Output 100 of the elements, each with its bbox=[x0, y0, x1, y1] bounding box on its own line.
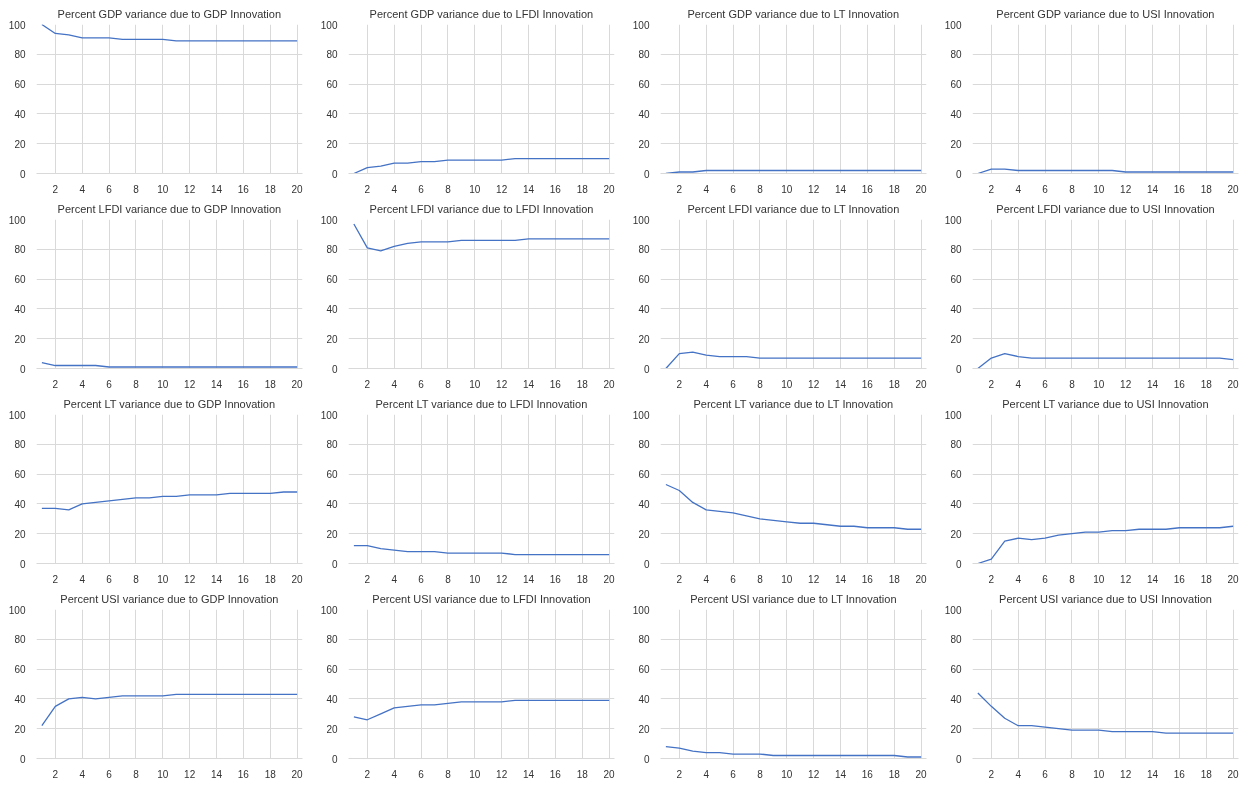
x-tick-label: 8 bbox=[445, 378, 452, 390]
chart-title: Percent GDP variance due to LT Innovation bbox=[687, 7, 900, 20]
x-tick-label: 4 bbox=[1015, 183, 1022, 195]
x-tick-label: 16 bbox=[237, 183, 250, 195]
x-tick-label: 2 bbox=[988, 378, 995, 390]
x-tick-label: 18 bbox=[1200, 573, 1213, 585]
y-tick-label: 40 bbox=[950, 498, 962, 510]
y-tick-label: 80 bbox=[638, 634, 650, 646]
y-tick-label: 60 bbox=[326, 274, 338, 286]
y-tick-label: 100 bbox=[944, 214, 962, 226]
x-tick-label: 2 bbox=[52, 573, 59, 585]
y-tick-label: 100 bbox=[944, 19, 962, 31]
x-tick-label: 12 bbox=[808, 573, 820, 585]
x-tick-label: 6 bbox=[730, 768, 737, 780]
x-tick-label: 20 bbox=[1227, 768, 1240, 780]
x-tick-label: 6 bbox=[730, 183, 737, 195]
y-tick-label: 100 bbox=[632, 409, 650, 421]
x-tick-label: 14 bbox=[834, 768, 847, 780]
x-tick-label: 18 bbox=[888, 573, 901, 585]
x-tick-label: 4 bbox=[391, 573, 398, 585]
y-tick-label: 100 bbox=[8, 19, 26, 31]
y-tick-label: 40 bbox=[14, 693, 26, 705]
x-tick-label: 20 bbox=[291, 573, 304, 585]
x-tick-label: 14 bbox=[1146, 573, 1159, 585]
x-tick-label: 4 bbox=[703, 183, 710, 195]
x-tick-label: 6 bbox=[418, 378, 425, 390]
x-tick-label: 16 bbox=[861, 183, 874, 195]
y-tick-label: 100 bbox=[320, 409, 338, 421]
x-tick-label: 2 bbox=[988, 768, 995, 780]
x-tick-label: 14 bbox=[522, 768, 535, 780]
x-tick-label: 12 bbox=[808, 378, 820, 390]
x-tick-label: 20 bbox=[1227, 378, 1240, 390]
x-tick-label: 16 bbox=[237, 378, 250, 390]
x-tick-label: 2 bbox=[364, 183, 371, 195]
x-tick-label: 18 bbox=[888, 378, 901, 390]
y-tick-label: 60 bbox=[326, 469, 338, 481]
x-tick-label: 20 bbox=[1227, 573, 1240, 585]
x-tick-label: 20 bbox=[291, 183, 304, 195]
x-tick-label: 8 bbox=[1069, 573, 1076, 585]
x-tick-label: 18 bbox=[264, 768, 277, 780]
x-tick-label: 12 bbox=[496, 573, 508, 585]
x-tick-label: 10 bbox=[469, 378, 481, 390]
y-tick-label: 20 bbox=[950, 528, 962, 540]
x-tick-label: 6 bbox=[418, 183, 425, 195]
y-tick-label: 0 bbox=[19, 168, 26, 180]
y-tick-label: 40 bbox=[14, 108, 26, 120]
x-tick-label: 18 bbox=[1200, 768, 1213, 780]
x-tick-label: 8 bbox=[445, 768, 452, 780]
x-tick-label: 14 bbox=[834, 378, 847, 390]
y-tick-label: 80 bbox=[14, 244, 26, 256]
y-tick-label: 80 bbox=[638, 439, 650, 451]
x-tick-label: 20 bbox=[915, 573, 928, 585]
y-tick-label: 60 bbox=[638, 469, 650, 481]
chart-title: Percent LT variance due to LFDI Innovation bbox=[375, 397, 588, 410]
y-tick-label: 40 bbox=[326, 693, 338, 705]
x-tick-label: 2 bbox=[676, 183, 683, 195]
y-tick-label: 80 bbox=[950, 634, 962, 646]
x-tick-label: 14 bbox=[1146, 378, 1159, 390]
x-tick-label: 20 bbox=[291, 378, 304, 390]
y-tick-label: 100 bbox=[632, 19, 650, 31]
x-tick-label: 18 bbox=[576, 378, 589, 390]
x-tick-label: 2 bbox=[52, 183, 59, 195]
x-tick-label: 6 bbox=[1042, 378, 1049, 390]
y-tick-label: 0 bbox=[643, 558, 650, 570]
x-tick-label: 16 bbox=[1173, 378, 1186, 390]
y-tick-label: 0 bbox=[19, 558, 26, 570]
x-tick-label: 8 bbox=[1069, 378, 1076, 390]
x-tick-label: 20 bbox=[603, 378, 616, 390]
x-tick-label: 10 bbox=[469, 183, 481, 195]
x-tick-label: 20 bbox=[915, 378, 928, 390]
x-tick-label: 10 bbox=[157, 378, 169, 390]
x-tick-label: 20 bbox=[1227, 183, 1240, 195]
x-tick-label: 20 bbox=[603, 573, 616, 585]
x-tick-label: 16 bbox=[861, 573, 874, 585]
x-tick-label: 16 bbox=[549, 768, 562, 780]
x-tick-label: 10 bbox=[469, 768, 481, 780]
y-tick-label: 60 bbox=[326, 79, 338, 91]
chart-title: Percent GDP variance due to GDP Innovation bbox=[57, 7, 281, 20]
x-tick-label: 4 bbox=[79, 378, 86, 390]
x-tick-label: 4 bbox=[1015, 768, 1022, 780]
x-tick-label: 6 bbox=[106, 768, 113, 780]
y-tick-label: 20 bbox=[638, 333, 650, 345]
y-tick-label: 40 bbox=[950, 108, 962, 120]
x-tick-label: 18 bbox=[888, 768, 901, 780]
x-tick-label: 4 bbox=[1015, 378, 1022, 390]
x-tick-label: 2 bbox=[364, 573, 371, 585]
y-tick-label: 100 bbox=[8, 409, 26, 421]
x-tick-label: 6 bbox=[418, 768, 425, 780]
y-tick-label: 0 bbox=[955, 168, 962, 180]
y-tick-label: 100 bbox=[320, 19, 338, 31]
y-tick-label: 20 bbox=[14, 138, 26, 150]
x-tick-label: 20 bbox=[291, 768, 304, 780]
y-tick-label: 0 bbox=[955, 558, 962, 570]
x-tick-label: 10 bbox=[157, 183, 169, 195]
x-tick-label: 2 bbox=[676, 573, 683, 585]
y-tick-label: 80 bbox=[950, 244, 962, 256]
x-tick-label: 16 bbox=[861, 768, 874, 780]
x-tick-label: 8 bbox=[1069, 768, 1076, 780]
x-tick-label: 4 bbox=[703, 573, 710, 585]
y-tick-label: 0 bbox=[955, 363, 962, 375]
